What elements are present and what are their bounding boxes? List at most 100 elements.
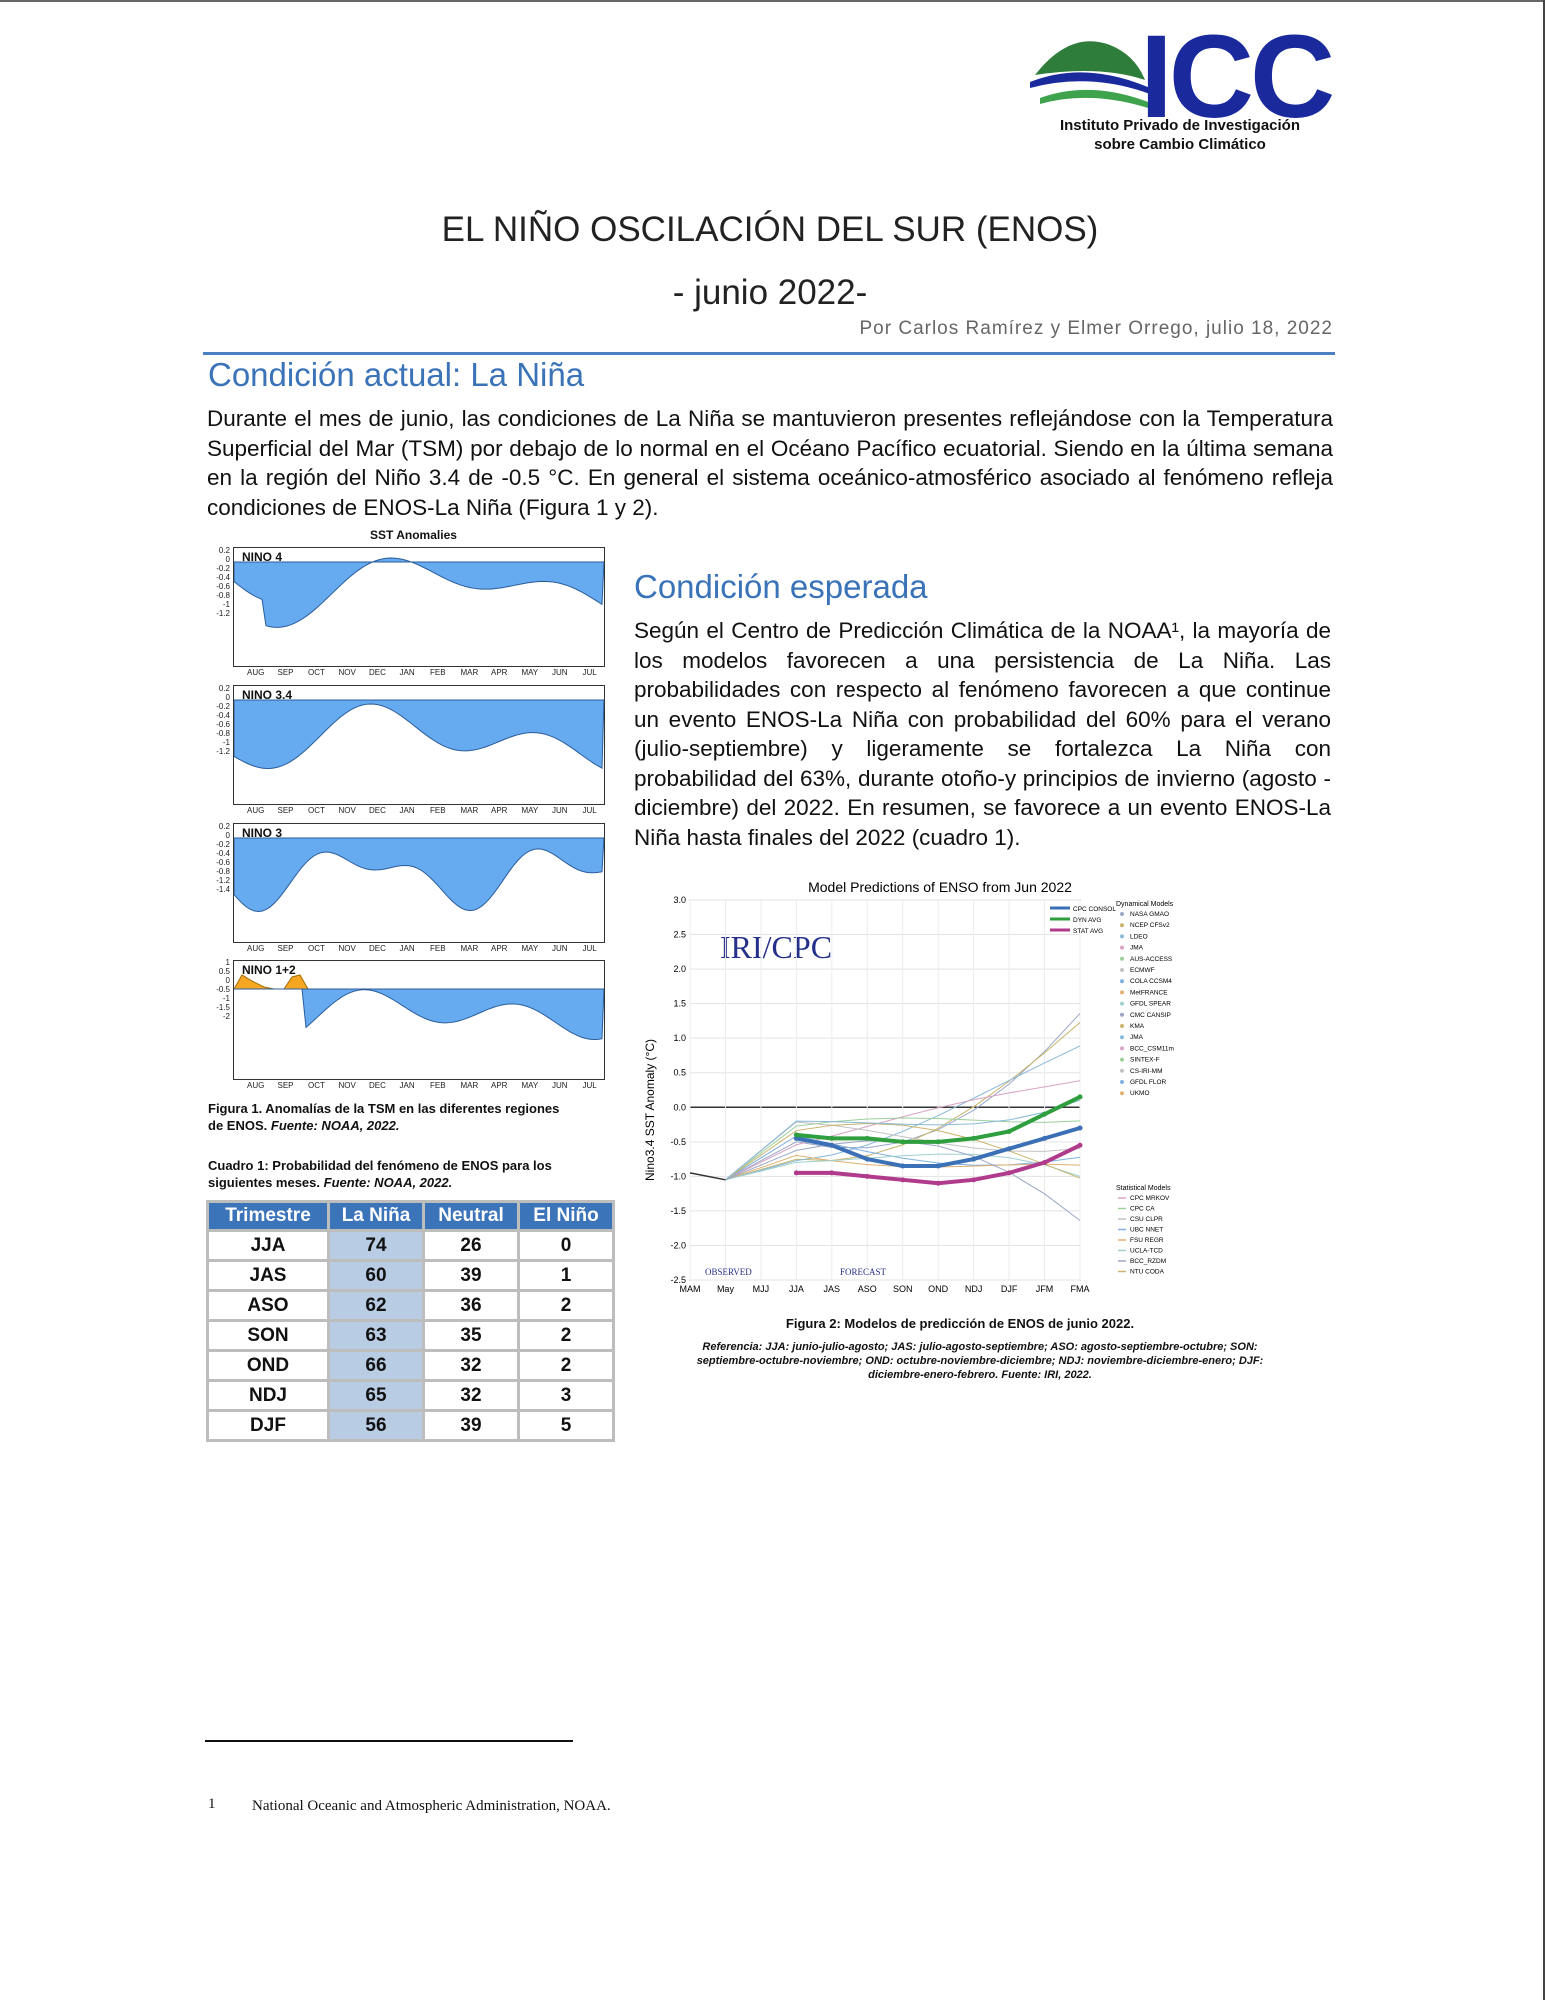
- table-cell: 39: [425, 1262, 517, 1289]
- page-top-border: [0, 0, 1545, 2]
- th-el-nino: El Niño: [520, 1203, 612, 1229]
- legend-entry: CPC MRKOV: [1130, 1195, 1170, 1202]
- table-cell: 36: [425, 1292, 517, 1319]
- month-tick-label: MAR: [460, 668, 479, 677]
- month-tick-label: JUN: [552, 806, 568, 815]
- month-tick-label: FEB: [430, 668, 446, 677]
- table-caption: Cuadro 1: Probabilidad del fenómeno de E…: [208, 1158, 552, 1190]
- series-point: [1042, 1160, 1048, 1166]
- legend-entry: CPC CA: [1130, 1206, 1155, 1213]
- section2-paragraph: Según el Centro de Predicción Climática …: [634, 618, 1331, 850]
- legend-marker: [1120, 956, 1124, 961]
- series-point: [935, 1180, 941, 1186]
- x-tick-label: May: [717, 1284, 735, 1294]
- mountain-logo-icon: [1030, 41, 1150, 108]
- y-tick-label: 2.0: [673, 964, 686, 974]
- legend-marker: [1120, 990, 1124, 995]
- month-tick-label: AUG: [247, 806, 265, 815]
- model-plume-line: [725, 1153, 1081, 1181]
- legend-entry: GFDL FLOR: [1130, 1079, 1167, 1086]
- legend-entry: JMA: [1130, 945, 1144, 952]
- legend-marker: [1120, 945, 1124, 950]
- legend-marker: [1120, 1012, 1124, 1017]
- month-tick-label: AUG: [247, 944, 265, 953]
- series-point: [900, 1177, 906, 1183]
- legend-entry: NASA GMAO: [1130, 911, 1169, 918]
- month-tick-label: OCT: [308, 668, 325, 677]
- month-tick-label: DEC: [369, 1081, 386, 1090]
- legend-dynamical-title: Dynamical Models: [1116, 901, 1174, 908]
- nino34-xaxis: AUG SEP OCT NOV DEC JAN FEB MAR APR MAY JUN JUL: [233, 804, 603, 826]
- table-cell: DJF: [209, 1412, 327, 1439]
- month-tick-label: OCT: [308, 944, 325, 953]
- nino12-xaxis: AUG SEP OCT NOV DEC JAN FEB MAR APR MAY JUN JUL: [233, 1079, 603, 1101]
- legend-marker: [1120, 1024, 1124, 1028]
- table-body: JJA 74 26 0 JAS 60 39 1 ASO 62 36 2 SON 63 35 2 OND 66 32 2…: [209, 1232, 612, 1439]
- series-point: [864, 1156, 870, 1162]
- nino12-yaxis: 1 0.5 0 -0.5 -1 -1.5 -2: [216, 958, 230, 1021]
- x-tick-label: SON: [893, 1284, 913, 1294]
- table-cell: OND: [209, 1352, 327, 1379]
- table-cell: 66: [330, 1352, 422, 1379]
- series-point: [1006, 1128, 1012, 1134]
- model-plume-line: [725, 1013, 1081, 1181]
- legend-entry: DYN AVG: [1073, 917, 1101, 924]
- x-tick-label: MJJ: [753, 1284, 770, 1294]
- legend-entry: NCEP CFSv2: [1130, 922, 1170, 929]
- month-tick-label: JUN: [552, 668, 568, 677]
- month-tick-label: AUG: [247, 1081, 265, 1090]
- month-tick-label: FEB: [430, 1081, 446, 1090]
- table-cell: SON: [209, 1322, 327, 1349]
- legend-marker: [1120, 968, 1124, 972]
- month-tick-label: SEP: [277, 944, 294, 953]
- document-title: EL NIÑO OSCILACIÓN DEL SUR (ENOS): [441, 210, 1099, 249]
- y-tick-label: -1.0: [670, 1171, 686, 1181]
- th-neutral: Neutral: [425, 1203, 517, 1229]
- month-tick-label: OCT: [308, 1081, 325, 1090]
- y-tick-label: 2.5: [673, 930, 686, 940]
- legend-entry: UBC NNET: [1130, 1227, 1163, 1234]
- month-tick-label: JAN: [399, 668, 415, 677]
- legend-entry: FSU REGR: [1130, 1237, 1164, 1244]
- month-tick-label: FEB: [430, 944, 446, 953]
- series-point: [1077, 1094, 1083, 1100]
- month-tick-label: JUL: [582, 668, 597, 677]
- table-cell: 56: [330, 1412, 422, 1439]
- table-cell: ASO: [209, 1292, 327, 1319]
- series-point: [935, 1163, 941, 1169]
- table-row: SON 63 35 2: [209, 1322, 612, 1349]
- y-tick-label: 0.5: [673, 1068, 686, 1078]
- series-point: [1006, 1146, 1012, 1152]
- table-cell: 60: [330, 1262, 422, 1289]
- series-point: [971, 1156, 977, 1162]
- table-cell: 74: [330, 1232, 422, 1259]
- icc-logo: ICC Instituto Privado de Investigación s…: [1030, 18, 1340, 160]
- model-plume-line: [725, 1099, 1081, 1181]
- x-tick-label: FMA: [1071, 1284, 1090, 1294]
- series-point: [1077, 1142, 1083, 1148]
- x-tick-label: MAM: [680, 1284, 701, 1294]
- byline: Por Carlos Ramírez y Elmer Orrego, julio…: [859, 318, 1333, 339]
- month-tick-label: SEP: [277, 668, 294, 677]
- chart-title: Model Predictions of ENSO from Jun 2022: [808, 880, 1072, 895]
- legend-marker: [1120, 912, 1124, 916]
- legend-marker: [1120, 1046, 1124, 1051]
- model-plume-line: [725, 1121, 1081, 1181]
- page-right-border: [1543, 0, 1545, 2000]
- month-tick-label: NOV: [338, 1081, 356, 1090]
- legend-marker: [1120, 1080, 1124, 1084]
- panel-nino34: NINO 3.4: [233, 685, 605, 805]
- month-tick-label: JUL: [582, 944, 597, 953]
- legend-statistical-title: Statistical Models: [1116, 1185, 1171, 1192]
- sst-anomalies-header: SST Anomalies: [370, 528, 457, 542]
- nino3-xaxis: AUG SEP OCT NOV DEC JAN FEB MAR APR MAY JUN JUL: [233, 942, 603, 964]
- legend-marker: [1120, 923, 1124, 928]
- forecast-label: FORECAST: [840, 1267, 887, 1277]
- month-tick-label: JAN: [399, 806, 415, 815]
- legend-entry: NTU CODA: [1130, 1269, 1165, 1276]
- chart-ylabel: Nino3.4 SST Anomaly (°C): [643, 1039, 657, 1181]
- document-subtitle: - junio 2022-: [672, 273, 868, 312]
- observed-label: OBSERVED: [705, 1267, 752, 1277]
- series-point: [829, 1135, 835, 1141]
- y-tick-label: 1.0: [673, 1033, 686, 1043]
